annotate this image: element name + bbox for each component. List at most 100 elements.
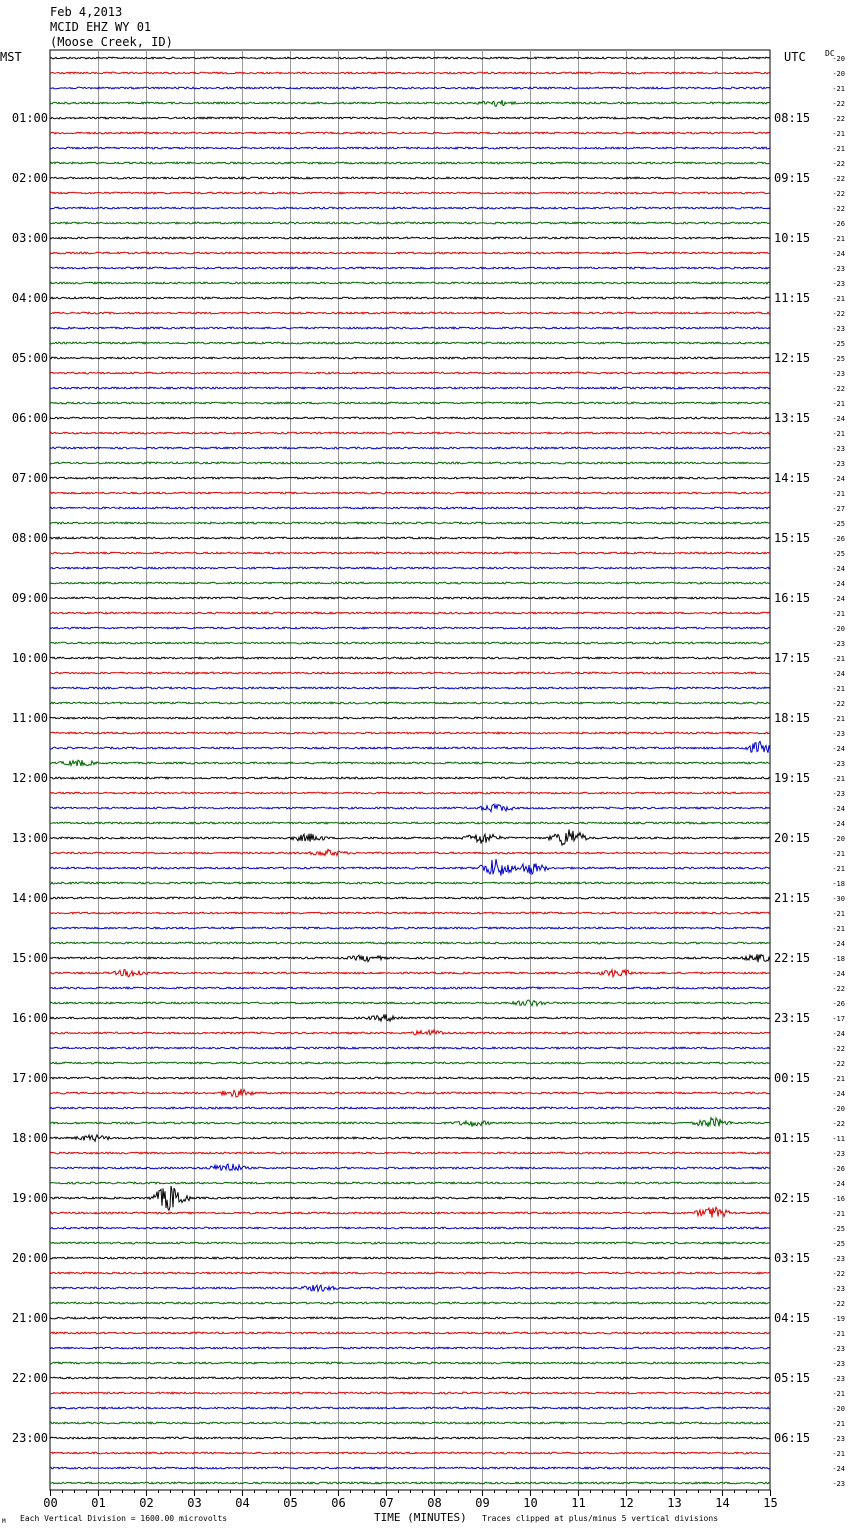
dc-offset-label: -21 bbox=[832, 145, 845, 153]
x-tick-label: 08 bbox=[427, 1496, 441, 1510]
trace-line bbox=[49, 1185, 771, 1212]
dc-offset-label: -22 bbox=[832, 1060, 845, 1068]
dc-offset-label: -22 bbox=[832, 1270, 845, 1278]
x-tick-label: 11 bbox=[571, 1496, 585, 1510]
dc-offset-label: -21 bbox=[832, 1075, 845, 1083]
x-tick-label: 06 bbox=[331, 1496, 345, 1510]
trace-line bbox=[49, 416, 771, 420]
dc-offset-label: -24 bbox=[832, 1030, 845, 1038]
trace-line bbox=[49, 848, 771, 858]
dc-offset-label: -22 bbox=[832, 100, 845, 108]
x-axis-title: TIME (MINUTES) bbox=[374, 1511, 467, 1524]
trace-line bbox=[49, 1331, 770, 1335]
trace-line bbox=[49, 371, 771, 375]
trace-line bbox=[49, 716, 771, 720]
trace-line bbox=[49, 1316, 771, 1320]
trace-line bbox=[49, 611, 771, 615]
trace-line bbox=[49, 1088, 771, 1098]
hour-label-utc: 21:15 bbox=[774, 891, 810, 905]
dc-offset-label: -26 bbox=[832, 1165, 845, 1173]
dc-offset-label: -19 bbox=[832, 1315, 845, 1323]
hour-label-mst: 18:00 bbox=[12, 1131, 48, 1145]
trace-line bbox=[49, 296, 771, 300]
trace-line bbox=[49, 829, 771, 847]
trace-line bbox=[49, 953, 771, 963]
dc-offset-label: -25 bbox=[832, 550, 845, 558]
dc-offset-label: -23 bbox=[832, 265, 845, 273]
x-tick-label: 02 bbox=[139, 1496, 153, 1510]
hour-label-mst: 16:00 bbox=[12, 1011, 48, 1025]
trace-line bbox=[49, 791, 771, 795]
trace-line bbox=[49, 1241, 770, 1245]
trace-line bbox=[49, 1014, 771, 1023]
trace-line bbox=[49, 341, 770, 345]
trace-line bbox=[49, 356, 771, 360]
dc-offset-label: -23 bbox=[832, 460, 845, 468]
trace-line bbox=[49, 401, 771, 405]
hour-label-utc: 06:15 bbox=[774, 1431, 810, 1445]
dc-offset-label: -23 bbox=[832, 730, 845, 738]
dc-offset-label: -24 bbox=[832, 940, 845, 948]
hour-label-utc: 04:15 bbox=[774, 1311, 810, 1325]
trace-line bbox=[49, 1028, 771, 1036]
dc-offset-label: -23 bbox=[832, 1345, 845, 1353]
dc-offset-label: -21 bbox=[832, 775, 845, 783]
hour-label-mst: 22:00 bbox=[12, 1371, 48, 1385]
dc-offset-label: -20 bbox=[832, 70, 845, 78]
trace-line bbox=[49, 326, 771, 330]
dc-offset-label: -21 bbox=[832, 1450, 845, 1458]
trace-line bbox=[50, 911, 771, 915]
dc-offset-label: -22 bbox=[832, 190, 845, 198]
dc-offset-label: -24 bbox=[832, 475, 845, 483]
dc-offset-label: -24 bbox=[832, 1090, 845, 1098]
dc-offset-label: -24 bbox=[832, 745, 845, 753]
plot-date: Feb 4,2013 bbox=[50, 5, 123, 19]
hour-label-mst: 10:00 bbox=[12, 651, 48, 665]
trace-line bbox=[49, 506, 771, 510]
hour-label-utc: 03:15 bbox=[774, 1251, 810, 1265]
trace-line bbox=[49, 701, 771, 705]
x-tick-label: 09 bbox=[475, 1496, 489, 1510]
trace-line bbox=[49, 1046, 771, 1050]
hour-label-mst: 15:00 bbox=[12, 951, 48, 965]
trace-line bbox=[49, 566, 771, 570]
dc-offset-label: -23 bbox=[832, 640, 845, 648]
trace-line bbox=[49, 221, 771, 225]
dc-offset-label: -26 bbox=[832, 535, 845, 543]
trace-line bbox=[49, 191, 771, 195]
dc-offset-label: -21 bbox=[832, 925, 845, 933]
hour-label-mst: 12:00 bbox=[12, 771, 48, 785]
dc-offset-label: -21 bbox=[832, 1330, 845, 1338]
trace-line bbox=[49, 1106, 771, 1110]
trace-line bbox=[49, 759, 771, 768]
dc-offset-label: -21 bbox=[832, 910, 845, 918]
hour-label-mst: 19:00 bbox=[12, 1191, 48, 1205]
trace-line bbox=[49, 671, 771, 675]
hour-label-utc: 08:15 bbox=[774, 111, 810, 125]
trace-line bbox=[49, 146, 771, 150]
dc-offset-label: -22 bbox=[832, 310, 845, 318]
x-tick-label: 10 bbox=[523, 1496, 537, 1510]
trace-line bbox=[49, 1181, 771, 1185]
dc-offset-label: -25 bbox=[832, 520, 845, 528]
dc-offset-label: -22 bbox=[832, 700, 845, 708]
trace-line bbox=[50, 86, 771, 90]
trace-line bbox=[49, 99, 771, 108]
trace-line bbox=[49, 1361, 771, 1365]
dc-offset-label: -27 bbox=[832, 505, 845, 513]
trace-line bbox=[50, 1226, 771, 1230]
dc-offset-label: -16 bbox=[832, 1195, 845, 1203]
trace-line bbox=[49, 176, 771, 180]
dc-offset-label: -20 bbox=[832, 1405, 845, 1413]
dc-offset-label: -21 bbox=[832, 235, 845, 243]
trace-line bbox=[49, 1436, 771, 1440]
trace-line bbox=[49, 266, 771, 270]
dc-offset-label: -21 bbox=[832, 295, 845, 303]
dc-offset-label: -21 bbox=[832, 685, 845, 693]
trace-line bbox=[50, 821, 771, 825]
dc-offset-label: -21 bbox=[832, 850, 845, 858]
dc-offset-label: -23 bbox=[832, 1360, 845, 1368]
trace-line bbox=[49, 1205, 771, 1219]
dc-offset-label: -22 bbox=[832, 1045, 845, 1053]
trace-line bbox=[49, 596, 771, 600]
